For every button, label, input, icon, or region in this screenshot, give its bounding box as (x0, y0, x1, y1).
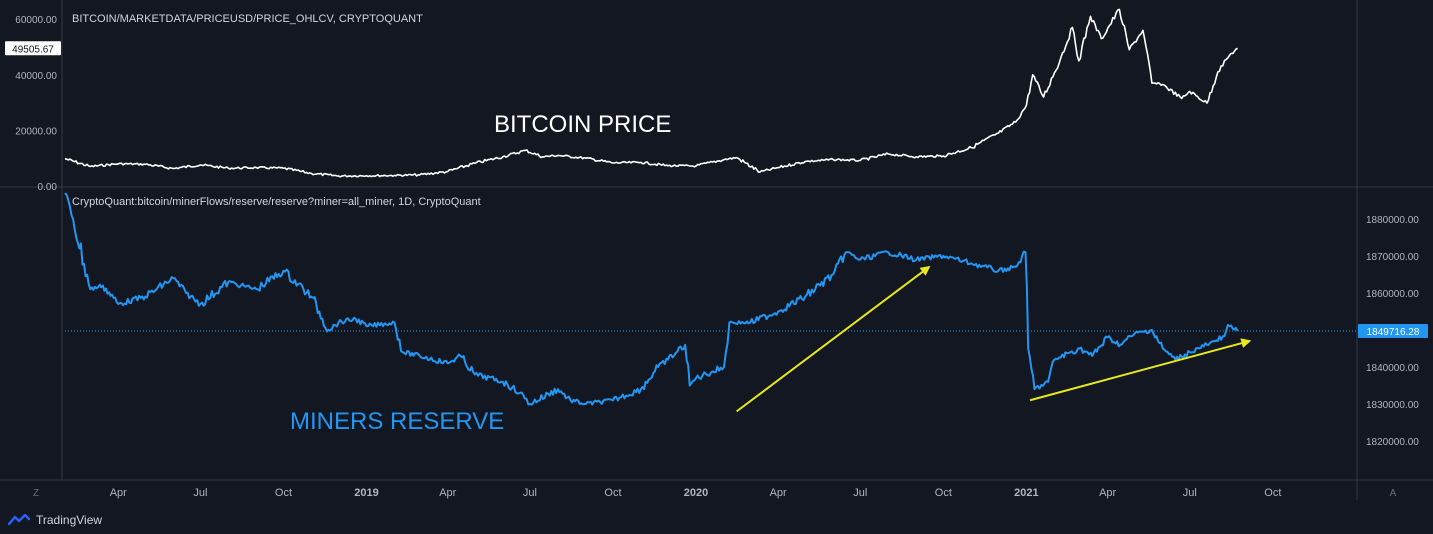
tradingview-brand-name: TradingView (36, 513, 103, 527)
miners-reserve-line[interactable] (64, 192, 1239, 406)
tradingview-branding[interactable]: TradingView (8, 513, 102, 527)
price-last-value-label: 49505.67 (12, 44, 54, 55)
x-tick-label: Apr (1099, 487, 1116, 499)
x-tick-label: Oct (935, 487, 952, 499)
x-tick-label: Jul (523, 487, 537, 499)
plot-layer[interactable] (64, 8, 1252, 413)
x-tick-label: Apr (439, 487, 456, 499)
miners-reserve-annotation: MINERS RESERVE (290, 408, 504, 435)
bitcoin-price-line[interactable] (64, 8, 1238, 178)
x-tick-label: Apr (770, 487, 787, 499)
price-y-tick-label: 60000.00 (15, 15, 57, 26)
x-tick-label: Oct (275, 487, 292, 499)
x-tick-label: 2019 (354, 487, 378, 499)
x-tick-label: Apr (110, 487, 127, 499)
x-tick-label: Jul (853, 487, 867, 499)
price-last-value-badge (5, 41, 61, 56)
reserve-y-tick-label: 1870000.00 (1366, 252, 1419, 263)
reserve-last-value-label: 1849716.28 (1367, 327, 1420, 338)
x-tick-label: Oct (604, 487, 621, 499)
reserve-last-value-badge (1358, 323, 1428, 338)
tradingview-logo-icon (8, 514, 30, 526)
price-y-tick-label: 40000.00 (15, 71, 57, 82)
auto-scale-right-marker[interactable]: A (1390, 488, 1397, 499)
trend-arrow (1029, 338, 1252, 402)
bitcoin-price-annotation: BITCOIN PRICE (494, 111, 671, 138)
reserve-pane-title: CryptoQuant:bitcoin/minerFlows/reserve/r… (72, 196, 481, 208)
x-tick-label: Jul (1183, 487, 1197, 499)
reserve-y-tick-label: 1880000.00 (1366, 215, 1419, 226)
reserve-y-tick-label: 1840000.00 (1366, 363, 1419, 374)
scale-lock-left-marker[interactable]: Z (33, 488, 39, 499)
x-tick-label: 2021 (1014, 487, 1038, 499)
label-layer: BITCOIN/MARKETDATA/PRICEUSD/PRICE_OHLCV,… (72, 13, 671, 435)
reserve-y-tick-label: 1830000.00 (1366, 400, 1419, 411)
axis-layer: Apr Jul Oct 2019 Apr Jul Oct 2020 Apr Jul Oct 2021 A… (0, 0, 1433, 500)
price-y-tick-label: 20000.00 (15, 126, 57, 137)
price-pane-title: BITCOIN/MARKETDATA/PRICEUSD/PRICE_OHLCV,… (72, 13, 423, 25)
reserve-y-tick-label: 1820000.00 (1366, 437, 1419, 448)
x-tick-label: 2020 (684, 487, 708, 499)
reserve-y-tick-label: 1860000.00 (1366, 289, 1419, 300)
trend-arrow (736, 265, 931, 413)
price-y-tick-label: 0.00 (38, 182, 58, 193)
x-tick-label: Jul (193, 487, 207, 499)
x-tick-label: Oct (1264, 487, 1281, 499)
